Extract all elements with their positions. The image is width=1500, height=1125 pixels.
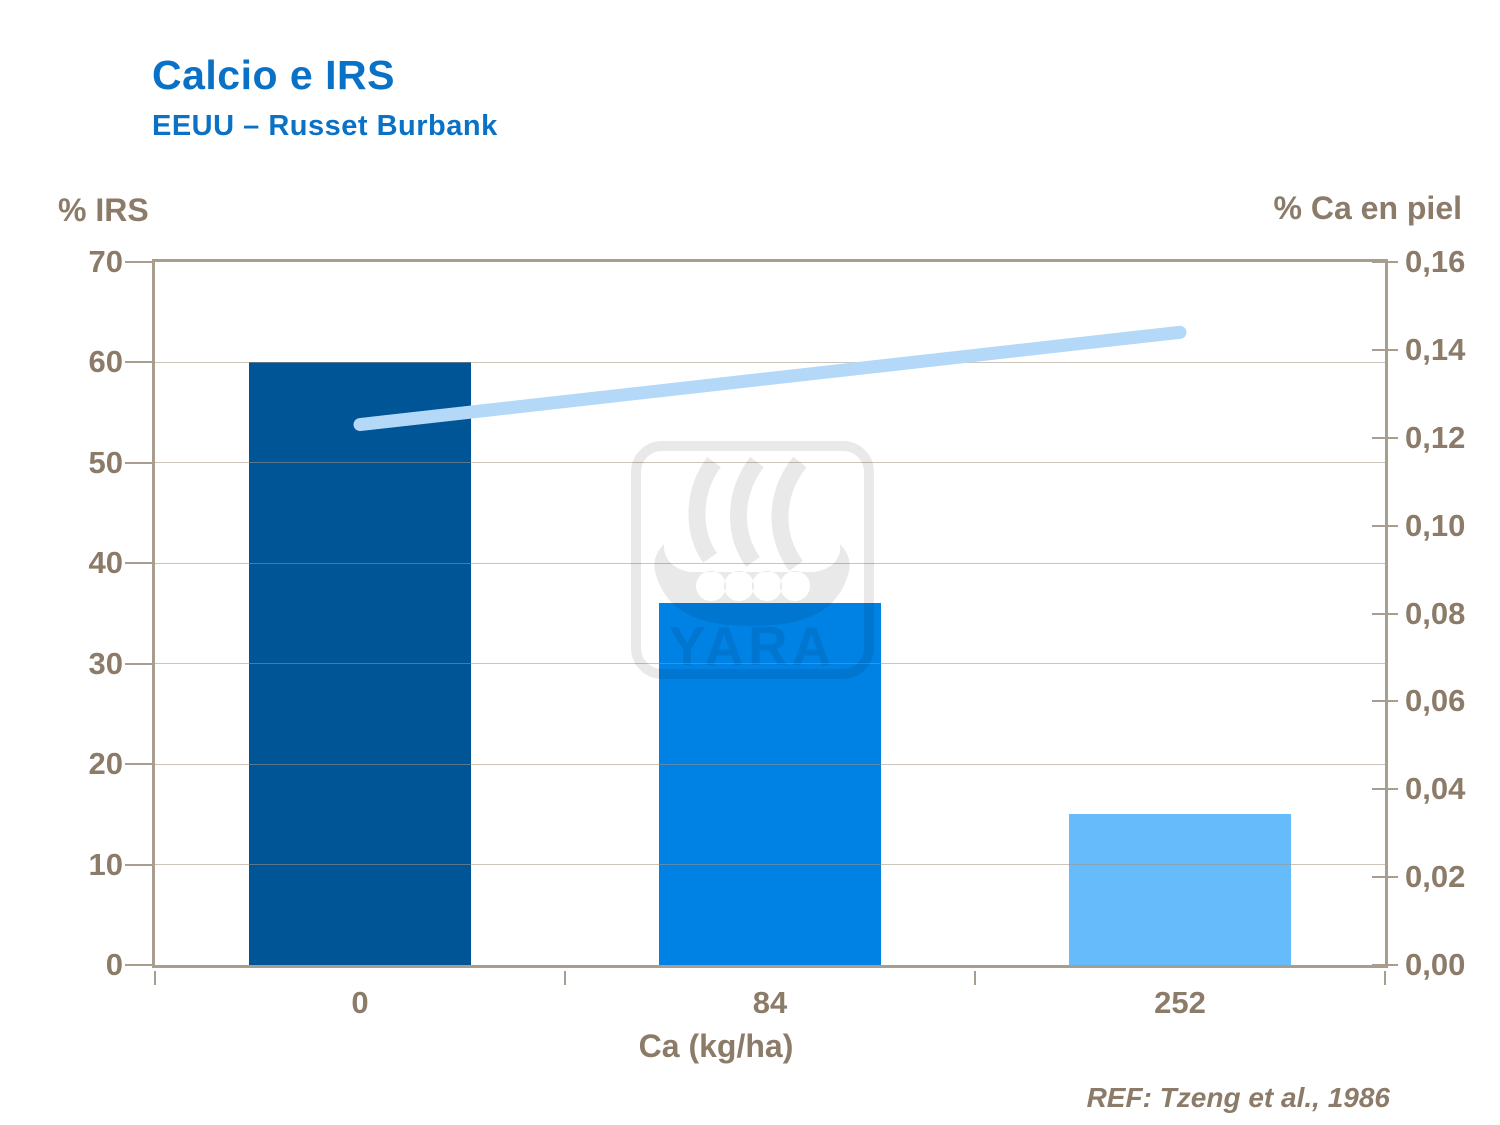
left-axis-tick-label: 70 [88, 244, 123, 279]
left-axis-tick-label: 10 [88, 846, 123, 882]
x-axis-tick-label: 252 [1154, 985, 1206, 1020]
left-axis-tick [125, 863, 152, 866]
right-axis-tick [1372, 524, 1398, 527]
gridline [155, 562, 1385, 564]
right-axis-tick-label: 0,16 [1405, 244, 1466, 279]
right-axis-tick [1372, 261, 1398, 263]
right-axis-tick [1372, 348, 1398, 351]
right-axis-tick-label: 0,04 [1405, 771, 1466, 807]
left-axis-tick-label: 60 [88, 344, 123, 380]
x-axis-tick [564, 971, 566, 985]
left-axis-tick [125, 763, 152, 766]
right-axis-tick-label: 0,02 [1405, 859, 1466, 895]
gridline [155, 763, 1385, 765]
left-axis-tick [125, 662, 152, 665]
gridline [155, 663, 1385, 665]
trend-line-layer [353, 325, 1187, 432]
reference-note: REF: Tzeng et al., 1986 [1086, 1082, 1390, 1113]
right-axis-tick [1372, 612, 1398, 615]
left-axis-tick-label: 20 [88, 746, 123, 782]
trend-line [353, 325, 1187, 432]
x-axis-tick [1384, 971, 1386, 985]
right-axis-tick-label: 0,00 [1405, 947, 1466, 982]
right-axis-tick [1372, 876, 1398, 879]
left-axis-tick [125, 964, 152, 966]
right-axis-tick-label: 0,06 [1405, 683, 1466, 719]
left-axis-tick-label: 30 [88, 645, 123, 681]
right-axis-tick-label: 0,14 [1405, 331, 1466, 367]
left-axis-title: % IRS [58, 192, 149, 228]
right-axis-tick [1372, 788, 1398, 791]
x-axis-tick [154, 971, 156, 985]
chart-subtitle: EEUU – Russet Burbank [152, 110, 498, 142]
left-axis-tick [125, 261, 152, 263]
x-axis-title: Ca (kg/ha) [638, 1028, 794, 1064]
left-axis-tick [125, 361, 152, 364]
right-axis-tick-label: 0,08 [1405, 595, 1466, 631]
plot-area: 70 60 50 40 30 20 10 0 0,16 0,14 0,12 0,10 0,08 0,06 0… [89, 244, 1466, 1020]
left-axis-tick-label: 0 [105, 947, 123, 982]
gridline [155, 462, 1385, 464]
chart-title: Calcio e IRS [152, 52, 395, 98]
left-axis-tick [125, 562, 152, 565]
left-axis-tick-label: 40 [88, 545, 123, 581]
right-axis-tick [1372, 436, 1398, 439]
right-axis-tick [1372, 964, 1398, 966]
left-axis-tick-label: 50 [88, 444, 123, 480]
gridline [155, 864, 1385, 866]
gridline [155, 361, 1385, 363]
x-axis-tick [974, 971, 976, 985]
right-axis-tick [1372, 700, 1398, 703]
left-axis-tick [125, 461, 152, 464]
bar-252 [1069, 814, 1291, 965]
right-axis-tick-label: 0,10 [1405, 507, 1466, 543]
x-axis-tick-label: 84 [752, 985, 788, 1020]
x-axis-tick-label: 0 [351, 985, 369, 1020]
right-axis-title: % Ca en piel [1273, 190, 1463, 226]
right-axis-tick-label: 0,12 [1405, 419, 1466, 455]
